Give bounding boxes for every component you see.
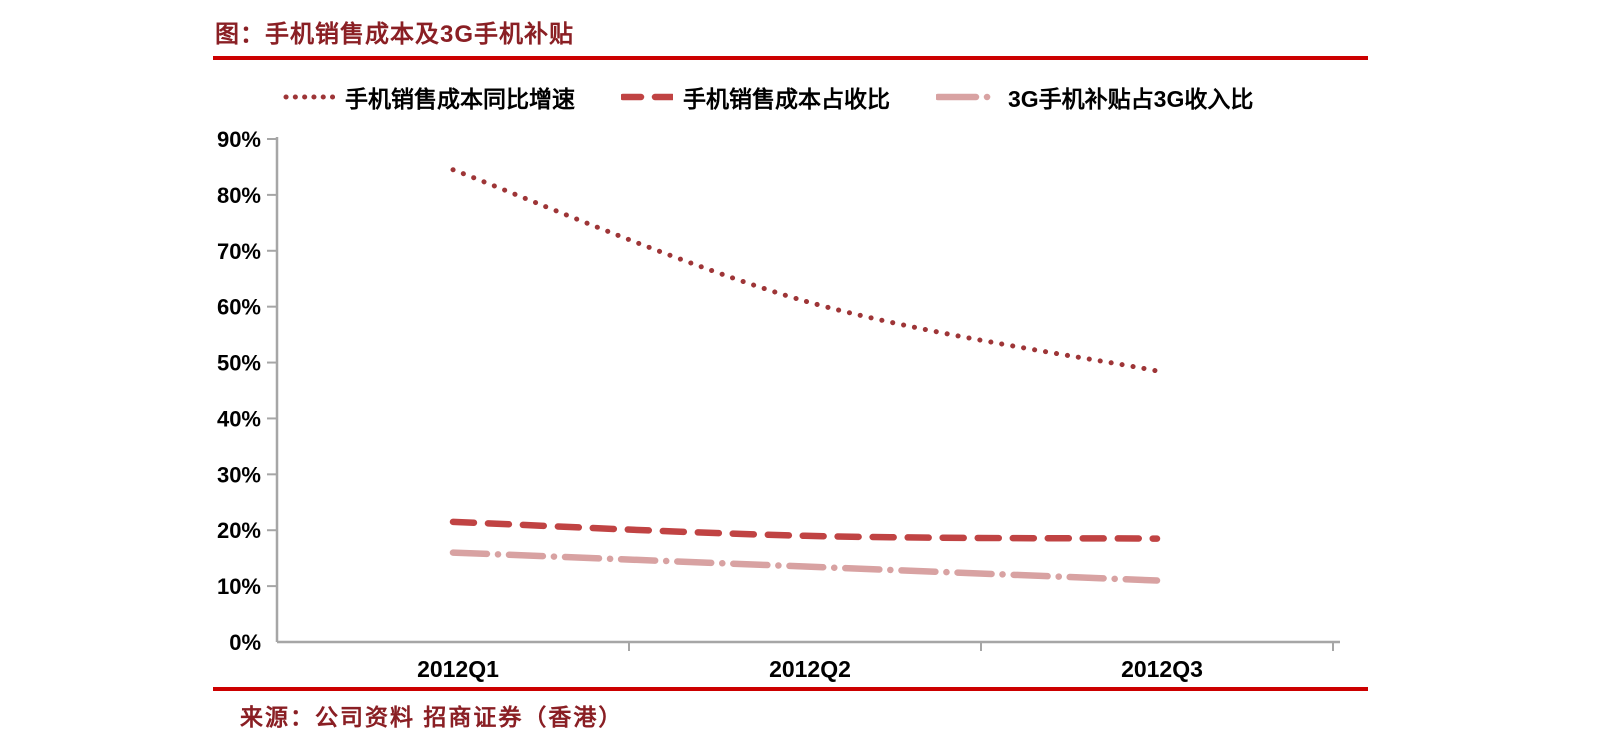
source-note: 来源：公司资料 招商证券（香港）: [240, 704, 624, 730]
svg-text:20%: 20%: [217, 518, 261, 543]
svg-text:80%: 80%: [217, 183, 261, 208]
svg-text:2012Q1: 2012Q1: [417, 656, 499, 682]
legend-item-cost-to-revenue: 手机销售成本占收比: [621, 80, 890, 114]
legend-label: 手机销售成本占收比: [683, 86, 890, 112]
svg-text:50%: 50%: [217, 351, 261, 376]
svg-text:30%: 30%: [217, 462, 261, 487]
legend: 手机销售成本同比增速 手机销售成本占收比 3G手机补贴占3G收入比: [283, 80, 1253, 114]
legend-item-3g-subsidy-ratio: 3G手机补贴占3G收入比: [936, 80, 1253, 114]
bottom-rule: [213, 687, 1368, 691]
svg-text:90%: 90%: [217, 127, 261, 152]
dashdot-line-icon: [936, 93, 998, 101]
legend-label: 3G手机补贴占3G收入比: [1008, 86, 1254, 112]
dashed-line-icon: [621, 93, 673, 101]
chart-title: 图：手机销售成本及3G手机补贴: [215, 21, 575, 48]
legend-label: 手机销售成本同比增速: [345, 86, 575, 112]
svg-text:40%: 40%: [217, 406, 261, 431]
svg-text:0%: 0%: [229, 630, 261, 655]
legend-item-cost-yoy-growth: 手机销售成本同比增速: [283, 80, 575, 114]
dotted-line-icon: [283, 94, 335, 100]
svg-text:2012Q2: 2012Q2: [769, 656, 851, 682]
svg-text:10%: 10%: [217, 574, 261, 599]
svg-text:2012Q3: 2012Q3: [1121, 656, 1203, 682]
svg-text:70%: 70%: [217, 239, 261, 264]
top-rule: [213, 56, 1368, 60]
svg-text:60%: 60%: [217, 295, 261, 320]
